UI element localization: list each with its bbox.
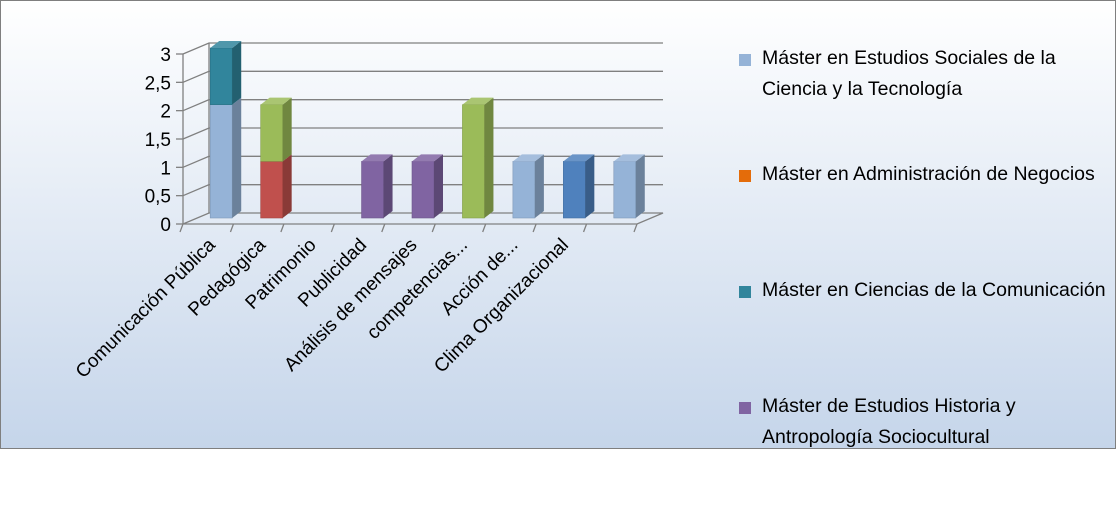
gridline bbox=[182, 42, 663, 55]
bar-side bbox=[484, 97, 494, 218]
bar-top bbox=[512, 154, 544, 162]
bar-front bbox=[462, 104, 485, 219]
legend-item: Máster en Estudios Sociales de la Cienci… bbox=[737, 43, 1107, 159]
bar-front bbox=[209, 104, 233, 219]
bar-side bbox=[635, 154, 645, 218]
bar-top bbox=[210, 41, 242, 48]
y-tick-label: 1 bbox=[160, 158, 171, 179]
legend-label: Máster de Estudios Historia y Antropolog… bbox=[762, 395, 1016, 448]
x-tick-mark bbox=[532, 223, 537, 233]
chart-area: 0 0,5 1 1,5 2 2,5 3 Comunicación Pública Pedagóg… bbox=[0, 0, 1116, 449]
bar-top bbox=[563, 154, 595, 162]
x-tick-mark bbox=[482, 223, 487, 233]
y-tick-label: 2,5 bbox=[145, 73, 171, 94]
x-tick-mark bbox=[229, 223, 235, 233]
y-tick-label: 1,5 bbox=[145, 130, 171, 151]
bar-top bbox=[361, 154, 393, 162]
gridline bbox=[182, 155, 663, 168]
bar-side bbox=[383, 154, 393, 218]
x-tick-mark bbox=[330, 223, 335, 233]
bar-side bbox=[534, 154, 544, 218]
legend-swatch bbox=[739, 286, 751, 298]
bar-front bbox=[563, 161, 586, 219]
bar-side bbox=[232, 97, 242, 218]
y-tick-label: 0,5 bbox=[145, 187, 171, 208]
gridline bbox=[182, 184, 663, 197]
legend-item: Máster en Ciencias de la Comunicación bbox=[737, 275, 1107, 391]
bar-front bbox=[411, 161, 435, 219]
y-tick-label: 2 bbox=[160, 102, 171, 123]
bar-front bbox=[260, 161, 283, 219]
bar-front bbox=[209, 47, 233, 105]
x-tick-mark bbox=[582, 223, 588, 233]
gridline bbox=[182, 99, 663, 112]
y-tick-label: 0 bbox=[160, 215, 171, 236]
y-tick-label: 3 bbox=[160, 45, 171, 66]
legend-swatch bbox=[739, 54, 751, 66]
x-tick-mark bbox=[179, 223, 184, 233]
bar-top bbox=[260, 97, 292, 105]
legend-label: Máster en Ciencias de la Comunicación bbox=[762, 279, 1106, 301]
bar-front bbox=[361, 161, 384, 219]
bar-top bbox=[613, 154, 645, 162]
bar-side bbox=[282, 97, 292, 162]
legend-label: Máster en Administración de Negocios bbox=[762, 163, 1095, 185]
legend-label: Máster en Estudios Sociales de la Cienci… bbox=[762, 47, 1056, 100]
gridline bbox=[182, 70, 663, 83]
legend-item: Máster en Administración de Negocios bbox=[737, 159, 1107, 275]
bar-front bbox=[260, 104, 283, 162]
x-tick-mark bbox=[381, 223, 386, 233]
legend-swatch bbox=[739, 170, 751, 182]
bar-front bbox=[512, 161, 536, 219]
gridline bbox=[182, 127, 663, 140]
bar-side bbox=[434, 154, 443, 218]
x-tick-mark bbox=[431, 223, 436, 233]
legend-item: Máster de Estudios Historia y Antropolog… bbox=[737, 391, 1107, 507]
bar-top bbox=[462, 97, 494, 105]
legend-swatch bbox=[739, 402, 751, 414]
bar-front bbox=[613, 161, 637, 219]
bar-side bbox=[282, 154, 292, 218]
legend: Máster en Estudios Sociales de la Cienci… bbox=[737, 43, 1107, 507]
bar-side bbox=[585, 154, 595, 218]
bar-top bbox=[412, 154, 443, 162]
x-tick-mark bbox=[280, 223, 285, 233]
bar-side bbox=[232, 41, 242, 105]
x-tick-mark bbox=[633, 223, 638, 233]
